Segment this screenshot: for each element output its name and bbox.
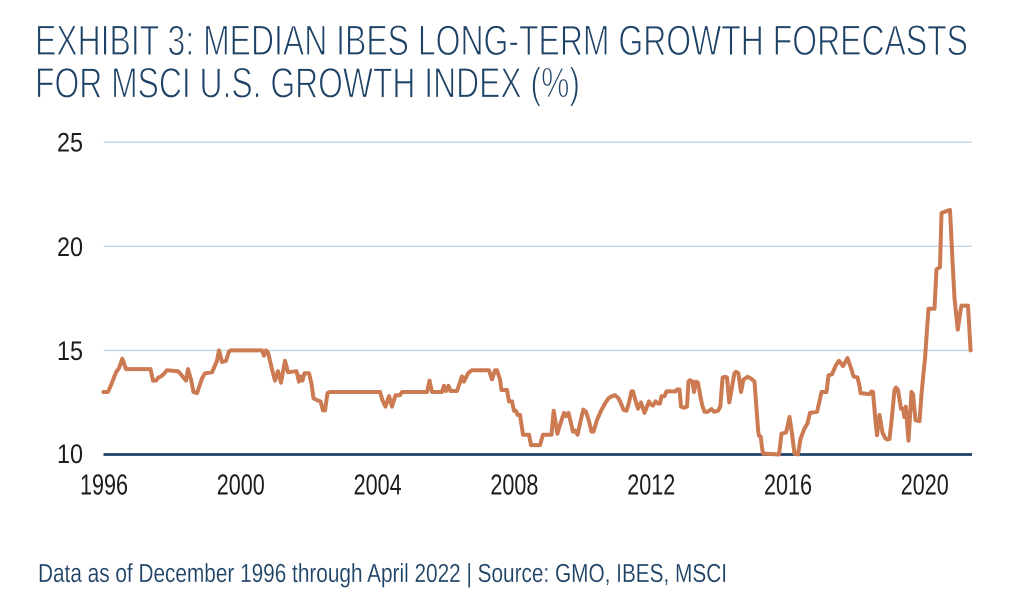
svg-text:20: 20: [57, 232, 83, 262]
svg-text:2004: 2004: [354, 470, 402, 502]
svg-text:2000: 2000: [217, 470, 265, 502]
svg-text:1996: 1996: [80, 470, 128, 502]
svg-text:2020: 2020: [901, 470, 949, 502]
svg-text:2012: 2012: [627, 470, 675, 502]
svg-text:2008: 2008: [490, 470, 538, 502]
svg-text:10: 10: [57, 439, 83, 469]
svg-text:2016: 2016: [764, 470, 812, 502]
svg-text:15: 15: [57, 336, 83, 366]
svg-text:EXHIBIT 3: MEDIAN IBES LONG-TE: EXHIBIT 3: MEDIAN IBES LONG-TERM GROWTH …: [35, 18, 968, 65]
svg-text:FOR MSCI U.S. GROWTH INDEX (%): FOR MSCI U.S. GROWTH INDEX (%): [35, 61, 580, 108]
svg-text:25: 25: [57, 128, 83, 158]
svg-text:Data as of December 1996 throu: Data as of December 1996 through April 2…: [38, 560, 727, 588]
